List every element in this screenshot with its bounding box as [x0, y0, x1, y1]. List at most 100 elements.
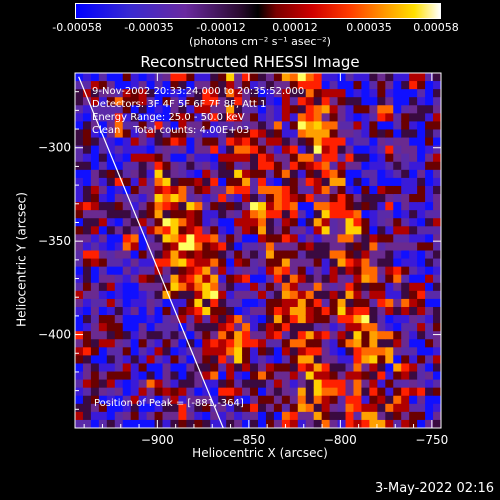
heatmap-cell: [210, 347, 219, 356]
heatmap-cell: [210, 315, 219, 324]
heatmap-cell: [265, 161, 275, 171]
heatmap-cell: [281, 419, 291, 429]
heatmap-cell: [265, 226, 275, 235]
heatmap-cell: [138, 161, 148, 171]
heatmap-cell: [218, 129, 227, 139]
heatmap-cell: [186, 379, 195, 389]
heatmap-cell: [218, 242, 227, 251]
heatmap-cell: [377, 282, 386, 292]
heatmap-cell: [433, 137, 442, 147]
heatmap-cell: [258, 419, 267, 429]
heatmap-cell: [385, 226, 394, 235]
heatmap-cell: [146, 194, 156, 203]
heatmap-cell: [194, 282, 203, 292]
heatmap-cell: [409, 210, 418, 219]
heatmap-cell: [393, 226, 402, 235]
heatmap-cell: [425, 81, 434, 90]
heatmap-cell: [313, 153, 323, 163]
heatmap-cell: [210, 234, 219, 243]
heatmap-cell: [425, 250, 434, 260]
heatmap-cell: [377, 323, 386, 332]
heatmap-cell: [369, 226, 378, 235]
heatmap-cell: [345, 210, 354, 219]
heatmap-cell: [194, 258, 203, 268]
heatmap-cell: [226, 73, 235, 82]
heatmap-cell: [265, 81, 275, 90]
heatmap-cell: [114, 250, 124, 260]
heatmap-cell: [106, 226, 116, 235]
heatmap-cell: [305, 395, 315, 405]
heatmap-cell: [98, 234, 108, 243]
heatmap-cell: [218, 258, 227, 268]
heatmap-cell: [329, 185, 339, 195]
heatmap-cell: [385, 290, 394, 300]
heatmap-cell: [114, 323, 124, 332]
heatmap-cell: [393, 379, 402, 389]
heatmap-cell: [186, 161, 195, 171]
heatmap-cell: [297, 129, 307, 139]
heatmap-cell: [281, 411, 291, 421]
y-tick-label: −350: [38, 234, 71, 248]
heatmap-cell: [289, 194, 299, 203]
heatmap-cell: [353, 258, 362, 268]
heatmap-cell: [202, 113, 211, 122]
heatmap-cell: [194, 129, 203, 139]
heatmap-cell: [353, 226, 362, 235]
heatmap-cell: [425, 266, 434, 276]
heatmap-cell: [146, 145, 156, 155]
heatmap-cell: [353, 194, 362, 203]
heatmap-cell: [146, 363, 156, 373]
heatmap-cell: [250, 185, 259, 195]
heatmap-cell: [281, 298, 291, 308]
heatmap-cell: [353, 113, 362, 122]
heatmap-cell: [258, 121, 267, 130]
heatmap-cell: [393, 395, 402, 405]
heatmap-cell: [265, 73, 275, 82]
heatmap-cell: [305, 282, 315, 292]
heatmap-cell: [433, 161, 442, 171]
heatmap-cell: [106, 266, 116, 276]
heatmap-cell: [82, 250, 92, 260]
heatmap-cell: [265, 97, 275, 106]
heatmap-cell: [345, 411, 354, 421]
heatmap-cell: [321, 121, 331, 130]
heatmap-cell: [162, 218, 171, 227]
heatmap-cell: [154, 218, 164, 227]
heatmap-cell: [226, 226, 235, 235]
heatmap-cell: [273, 226, 283, 235]
heatmap-cell: [281, 274, 291, 284]
heatmap-cell: [178, 161, 187, 171]
heatmap-cell: [146, 282, 156, 292]
heatmap-cell: [377, 234, 386, 243]
heatmap-cell: [425, 274, 434, 284]
heatmap-cell: [353, 81, 362, 90]
heatmap-cell: [202, 250, 211, 260]
heatmap-cell: [218, 145, 227, 155]
heatmap-cell: [417, 411, 426, 421]
heatmap-cell: [321, 242, 331, 251]
heatmap-cell: [138, 282, 148, 292]
heatmap-cell: [321, 403, 331, 413]
heatmap-cell: [345, 258, 354, 268]
heatmap-cell: [425, 347, 434, 356]
heatmap-cell: [258, 331, 267, 340]
heatmap-cell: [337, 323, 347, 332]
heatmap-cell: [194, 419, 203, 429]
heatmap-cell: [98, 355, 108, 364]
heatmap-cell: [114, 194, 124, 203]
heatmap-cell: [178, 395, 187, 405]
heatmap-cell: [75, 371, 84, 381]
heatmap-cell: [90, 137, 100, 147]
heatmap-cell: [194, 161, 203, 171]
heatmap-cell: [281, 218, 291, 227]
heatmap-cell: [345, 387, 354, 397]
heatmap-cell: [194, 153, 203, 163]
heatmap-cell: [106, 89, 116, 98]
heatmap-cell: [178, 210, 187, 219]
heatmap-cell: [353, 403, 362, 413]
heatmap-cell: [106, 242, 116, 251]
heatmap-cell: [297, 411, 307, 421]
heatmap-cell: [218, 185, 227, 195]
heatmap-cell: [353, 347, 362, 356]
heatmap-cell: [162, 145, 171, 155]
